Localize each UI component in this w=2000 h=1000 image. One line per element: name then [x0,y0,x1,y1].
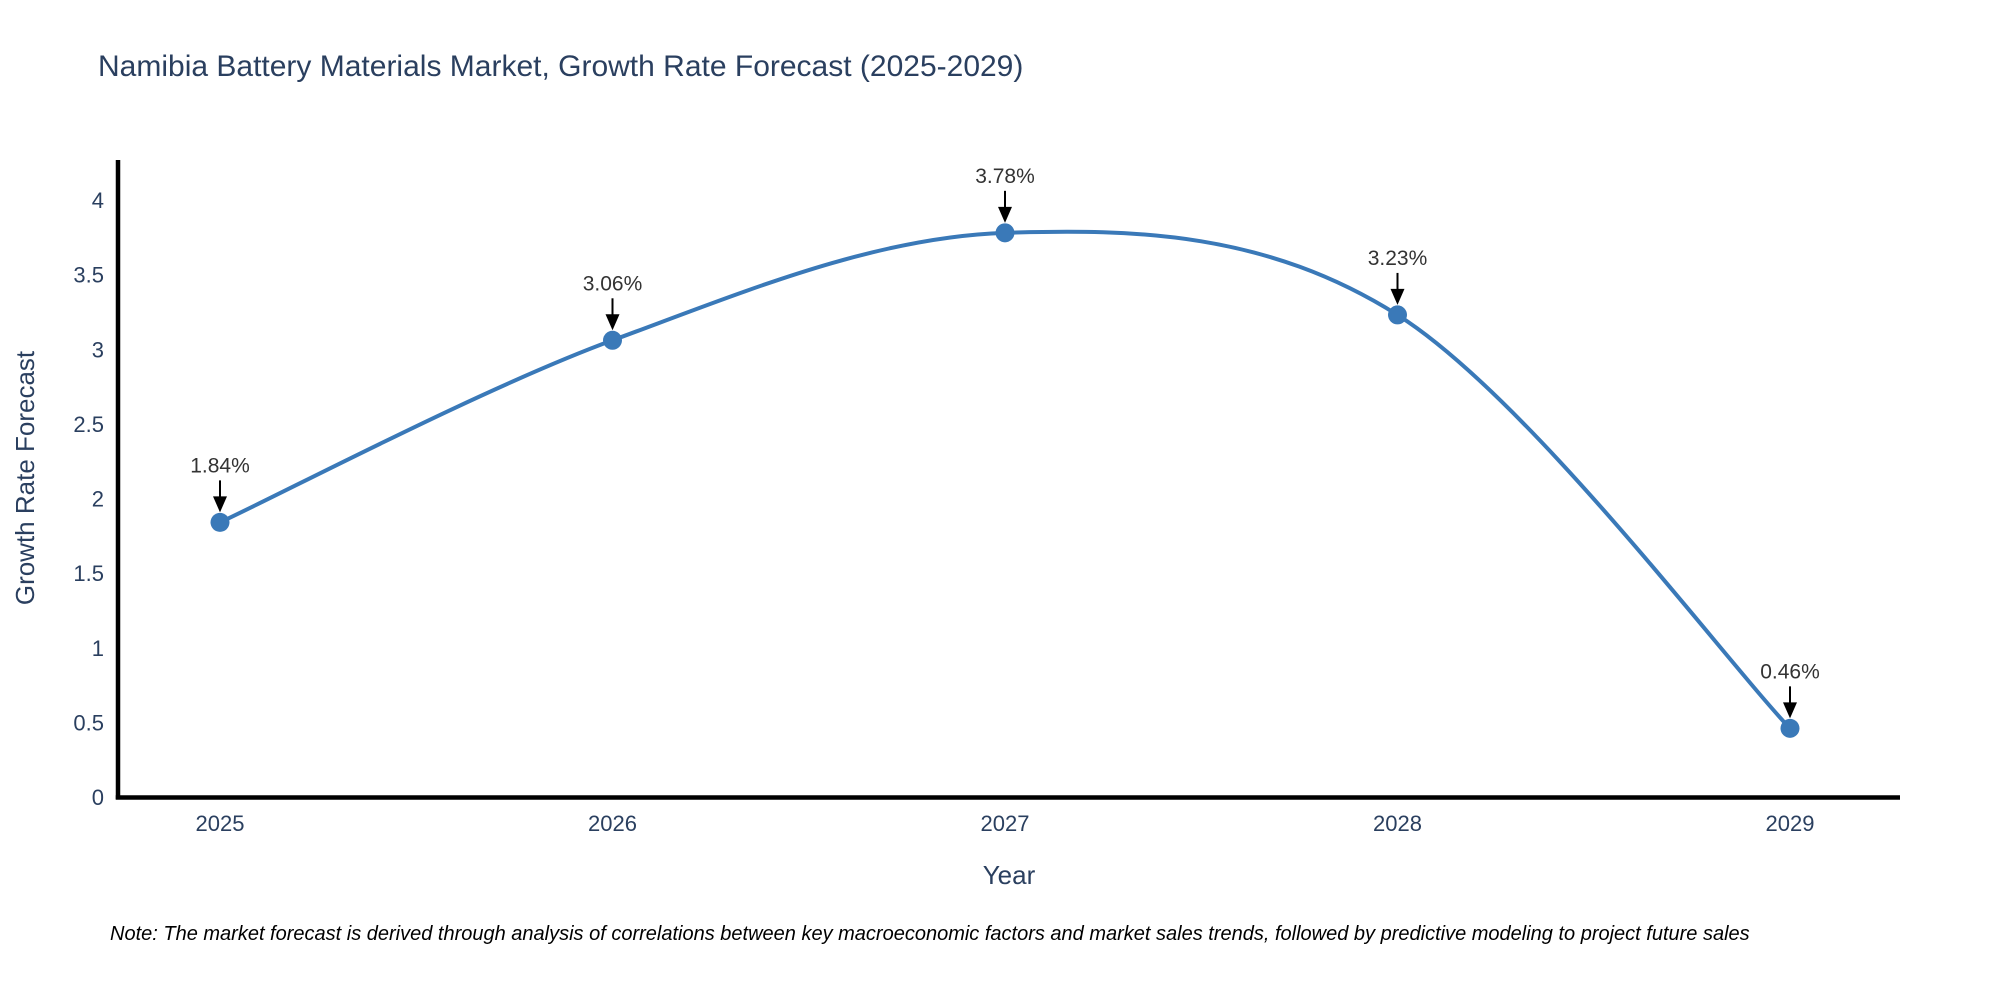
annotation-label: 3.23% [1368,247,1428,270]
x-tick-label: 2029 [1766,811,1815,836]
x-axis-title: Year [983,860,1036,890]
data-point-marker[interactable] [210,512,230,532]
y-tick-label: 2 [92,487,104,512]
annotation-arrowhead [605,314,620,331]
x-tick-label: 2027 [981,811,1030,836]
y-tick-label: 3 [92,337,104,362]
annotation-arrowhead [1390,288,1405,305]
annotation-label: 1.84% [190,454,250,477]
annotation-label: 3.78% [975,165,1035,188]
chart-title: Namibia Battery Materials Market, Growth… [98,50,1024,83]
x-tick-label: 2028 [1373,811,1422,836]
data-point-marker[interactable] [1780,718,1800,738]
data-point-marker[interactable] [995,223,1015,243]
y-tick-label: 4 [92,188,104,213]
annotation-arrowhead [1783,702,1797,719]
x-tick-label: 2026 [588,811,637,836]
y-tick-label: 0 [92,785,104,810]
chart-footnote: Note: The market forecast is derived thr… [110,923,1750,945]
forecast-line [218,229,1792,731]
y-tick-label: 3.5 [73,263,104,288]
y-tick-label: 0.5 [73,710,104,735]
annotation-label: 0.46% [1760,660,1820,683]
data-point-marker[interactable] [603,330,622,350]
y-tick-label: 1.5 [73,561,104,586]
x-tick-label: 2025 [196,811,245,836]
annotation-arrowhead [213,496,227,513]
annotation-arrowhead [998,206,1012,223]
annotation-label: 3.06% [583,272,643,295]
data-point-marker[interactable] [1388,305,1407,325]
y-axis-title: Growth Rate Forecast [10,350,40,605]
y-tick-label: 1 [92,636,104,661]
y-tick-label: 2.5 [73,412,104,437]
